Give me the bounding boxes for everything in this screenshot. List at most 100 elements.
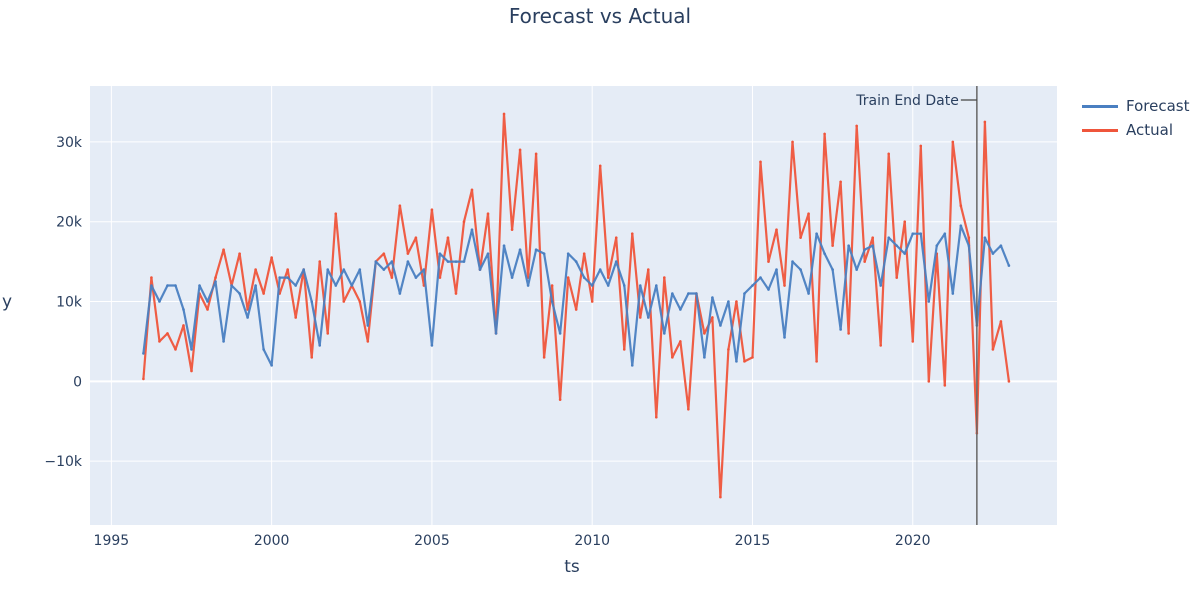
data-point-actual[interactable] <box>871 236 874 239</box>
data-point-forecast[interactable] <box>246 316 249 319</box>
data-point-forecast[interactable] <box>142 352 145 355</box>
data-point-actual[interactable] <box>206 308 209 311</box>
data-point-forecast[interactable] <box>262 348 265 351</box>
data-point-actual[interactable] <box>286 268 289 271</box>
data-point-forecast[interactable] <box>911 232 915 235</box>
data-point-actual[interactable] <box>646 268 650 271</box>
data-point-forecast[interactable] <box>815 232 818 235</box>
data-point-actual[interactable] <box>430 208 434 212</box>
data-point-actual[interactable] <box>318 260 322 263</box>
data-point-actual[interactable] <box>791 140 794 144</box>
data-point-actual[interactable] <box>590 300 594 303</box>
data-point-actual[interactable] <box>903 220 907 223</box>
data-point-forecast[interactable] <box>735 360 738 363</box>
data-point-actual[interactable] <box>743 360 746 363</box>
data-point-forecast[interactable] <box>414 276 418 279</box>
legend-item-forecast[interactable]: Forecast <box>1082 94 1189 118</box>
data-point-forecast[interactable] <box>430 344 434 347</box>
data-point-forecast[interactable] <box>550 300 554 303</box>
data-point-forecast[interactable] <box>390 260 394 263</box>
data-point-forecast[interactable] <box>374 260 378 263</box>
data-point-forecast[interactable] <box>598 268 602 271</box>
data-point-actual[interactable] <box>959 204 963 208</box>
data-point-actual[interactable] <box>751 356 754 359</box>
data-point-actual[interactable] <box>719 495 722 499</box>
data-point-actual[interactable] <box>943 384 947 387</box>
data-point-forecast[interactable] <box>590 284 594 287</box>
data-point-actual[interactable] <box>326 332 330 335</box>
data-point-actual[interactable] <box>550 284 554 287</box>
data-point-actual[interactable] <box>238 252 241 255</box>
data-point-forecast[interactable] <box>935 244 939 247</box>
data-point-forecast[interactable] <box>1007 264 1011 267</box>
data-point-actual[interactable] <box>190 369 193 373</box>
data-point-forecast[interactable] <box>807 292 810 295</box>
data-point-forecast[interactable] <box>302 268 306 271</box>
data-point-actual[interactable] <box>703 332 706 335</box>
data-point-actual[interactable] <box>759 160 762 164</box>
data-point-forecast[interactable] <box>478 268 482 271</box>
data-point-forecast[interactable] <box>991 252 995 255</box>
data-point-actual[interactable] <box>486 212 490 216</box>
data-point-actual[interactable] <box>879 344 882 347</box>
data-point-actual[interactable] <box>534 152 538 156</box>
data-point-actual[interactable] <box>887 152 891 156</box>
data-point-forecast[interactable] <box>622 284 626 287</box>
data-point-forecast[interactable] <box>278 276 281 279</box>
data-point-forecast[interactable] <box>687 292 690 295</box>
data-point-actual[interactable] <box>967 236 971 239</box>
data-point-actual[interactable] <box>823 132 826 136</box>
data-point-forecast[interactable] <box>398 292 402 295</box>
data-point-actual[interactable] <box>815 360 818 363</box>
data-point-actual[interactable] <box>390 276 394 279</box>
data-point-forecast[interactable] <box>198 284 201 287</box>
data-point-forecast[interactable] <box>855 268 858 271</box>
data-point-actual[interactable] <box>174 348 177 351</box>
data-point-actual[interactable] <box>566 276 570 279</box>
data-point-forecast[interactable] <box>711 296 714 299</box>
data-point-actual[interactable] <box>342 300 346 303</box>
data-point-actual[interactable] <box>679 340 682 343</box>
data-point-actual[interactable] <box>711 316 714 319</box>
data-point-forecast[interactable] <box>454 260 458 263</box>
data-point-actual[interactable] <box>927 380 931 383</box>
data-point-forecast[interactable] <box>542 252 546 255</box>
data-point-actual[interactable] <box>663 276 666 279</box>
data-point-actual[interactable] <box>847 332 850 335</box>
data-point-forecast[interactable] <box>655 284 658 287</box>
data-point-actual[interactable] <box>911 340 915 343</box>
data-point-forecast[interactable] <box>839 328 842 331</box>
data-point-forecast[interactable] <box>318 344 322 347</box>
data-point-forecast[interactable] <box>310 300 314 303</box>
data-point-forecast[interactable] <box>174 284 177 287</box>
data-point-actual[interactable] <box>735 300 738 303</box>
data-point-forecast[interactable] <box>943 232 947 235</box>
data-point-forecast[interactable] <box>214 280 217 283</box>
data-point-forecast[interactable] <box>446 260 450 263</box>
data-point-actual[interactable] <box>366 340 370 343</box>
data-point-actual[interactable] <box>414 236 418 239</box>
data-point-forecast[interactable] <box>847 244 850 247</box>
data-point-forecast[interactable] <box>606 284 610 287</box>
data-point-forecast[interactable] <box>927 300 931 303</box>
data-point-forecast[interactable] <box>823 252 826 255</box>
legend-item-actual[interactable]: Actual <box>1082 118 1189 142</box>
data-point-actual[interactable] <box>358 300 362 303</box>
data-point-forecast[interactable] <box>566 252 570 255</box>
data-point-forecast[interactable] <box>999 244 1003 247</box>
data-point-forecast[interactable] <box>366 324 370 327</box>
data-point-forecast[interactable] <box>663 332 666 335</box>
data-point-actual[interactable] <box>166 332 169 335</box>
data-point-forecast[interactable] <box>190 348 193 351</box>
data-point-actual[interactable] <box>382 252 386 255</box>
data-point-forecast[interactable] <box>534 248 538 251</box>
data-point-forecast[interactable] <box>695 292 698 295</box>
data-point-forecast[interactable] <box>406 260 410 263</box>
data-point-forecast[interactable] <box>743 292 746 295</box>
data-point-actual[interactable] <box>214 276 217 279</box>
data-point-forecast[interactable] <box>983 236 987 239</box>
data-point-forecast[interactable] <box>350 284 354 287</box>
data-point-forecast[interactable] <box>486 252 490 255</box>
data-point-actual[interactable] <box>518 148 522 152</box>
data-point-actual[interactable] <box>895 276 899 279</box>
